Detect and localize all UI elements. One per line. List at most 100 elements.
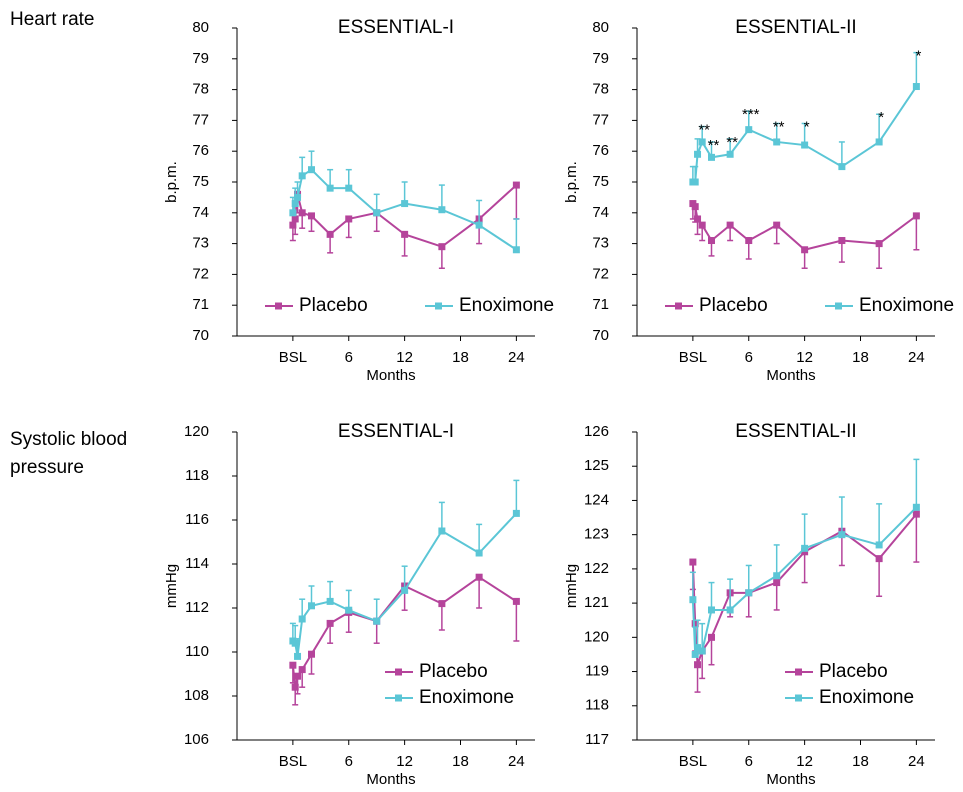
y-tick-label: 78	[592, 81, 609, 98]
y-tick-label: 74	[192, 204, 209, 221]
data-point	[294, 652, 302, 660]
data-point	[289, 221, 297, 229]
legend-swatch	[675, 302, 682, 310]
data-point	[773, 138, 781, 146]
x-tick-label: 6	[345, 753, 353, 770]
data-point	[438, 600, 446, 608]
data-point	[308, 212, 315, 220]
data-point	[698, 138, 706, 146]
data-point	[745, 589, 753, 597]
significance-mark: *	[878, 109, 884, 126]
x-tick-label: 18	[452, 753, 469, 770]
data-point	[745, 237, 753, 245]
data-point	[838, 531, 846, 539]
data-point	[708, 153, 715, 161]
significance-mark: *	[804, 118, 810, 135]
data-point	[708, 633, 715, 641]
data-point	[691, 178, 699, 186]
x-tick-label: BSL	[679, 753, 707, 770]
data-point	[326, 619, 334, 627]
data-point	[801, 246, 809, 254]
y-tick-label: 77	[592, 111, 609, 128]
y-tick-label: 73	[592, 235, 609, 252]
significance-mark: **	[773, 118, 785, 135]
data-point	[698, 647, 706, 655]
y-tick-label: 80	[592, 19, 609, 36]
legend-label: Placebo	[299, 295, 368, 316]
y-tick-label: 106	[184, 731, 209, 748]
x-tick-label: 12	[396, 753, 413, 770]
data-point	[345, 184, 353, 192]
y-tick-label: 71	[592, 296, 609, 313]
x-tick-label: 12	[796, 349, 813, 366]
data-point	[475, 549, 483, 557]
significance-mark: **	[708, 137, 720, 154]
y-tick-label: 124	[584, 491, 609, 508]
significance-mark: ***	[742, 106, 760, 123]
x-tick-label: 6	[745, 349, 753, 366]
chart-title: ESSENTIAL-I	[338, 17, 454, 38]
data-point	[291, 215, 299, 223]
y-tick-label: 80	[192, 19, 209, 36]
data-point	[401, 200, 409, 208]
x-tick-label: 18	[852, 349, 869, 366]
data-point	[512, 246, 520, 254]
data-point	[291, 683, 299, 691]
y-tick-label: 71	[192, 296, 209, 313]
data-point	[298, 666, 306, 674]
significance-mark: **	[726, 134, 738, 151]
chart-title: ESSENTIAL-I	[338, 421, 454, 442]
y-axis-label: mmHg	[163, 564, 180, 608]
x-tick-label: BSL	[679, 349, 707, 366]
data-point	[694, 644, 702, 652]
x-tick-label: BSL	[279, 349, 307, 366]
y-axis-label: b.p.m.	[163, 161, 180, 203]
data-point	[912, 83, 920, 91]
data-point	[373, 209, 381, 217]
y-axis-label: mmHg	[563, 564, 580, 608]
data-point	[694, 150, 702, 158]
x-tick-label: 12	[796, 753, 813, 770]
y-tick-label: 70	[192, 327, 209, 344]
y-tick-label: 74	[592, 204, 609, 221]
x-tick-label: 6	[345, 349, 353, 366]
data-point	[875, 240, 883, 248]
data-point	[438, 527, 446, 535]
y-tick-label: 121	[584, 594, 609, 611]
legend-label: Enoximone	[819, 687, 914, 708]
data-point	[708, 237, 715, 245]
x-axis-label: Months	[766, 771, 815, 788]
y-tick-label: 119	[585, 663, 609, 680]
data-point	[875, 555, 883, 563]
row-label: Systolic blood pressure	[10, 429, 127, 478]
data-point	[438, 206, 446, 214]
data-point	[773, 221, 781, 229]
x-tick-label: 18	[852, 753, 869, 770]
y-tick-label: 118	[185, 467, 209, 484]
data-point	[708, 606, 715, 614]
y-tick-label: 79	[192, 50, 209, 67]
data-point	[345, 606, 353, 614]
data-point	[691, 203, 699, 211]
legend-swatch	[395, 668, 402, 676]
y-tick-label: 114	[185, 555, 209, 572]
data-point	[345, 215, 353, 223]
data-point	[726, 221, 734, 229]
data-point	[694, 661, 702, 669]
legend-swatch	[275, 302, 282, 310]
chart-title: ESSENTIAL-II	[735, 17, 856, 38]
data-point	[691, 650, 699, 658]
x-tick-label: 24	[908, 753, 925, 770]
y-tick-label: 73	[192, 235, 209, 252]
x-axis-label: Months	[366, 367, 415, 384]
y-tick-label: 120	[584, 628, 609, 645]
data-point	[401, 586, 409, 594]
data-point	[689, 596, 697, 604]
data-point	[326, 597, 334, 605]
legend-label: Enoximone	[419, 687, 514, 708]
data-point	[875, 541, 883, 549]
x-tick-label: 24	[508, 349, 525, 366]
legend-swatch	[835, 302, 842, 310]
y-tick-label: 72	[592, 265, 609, 282]
